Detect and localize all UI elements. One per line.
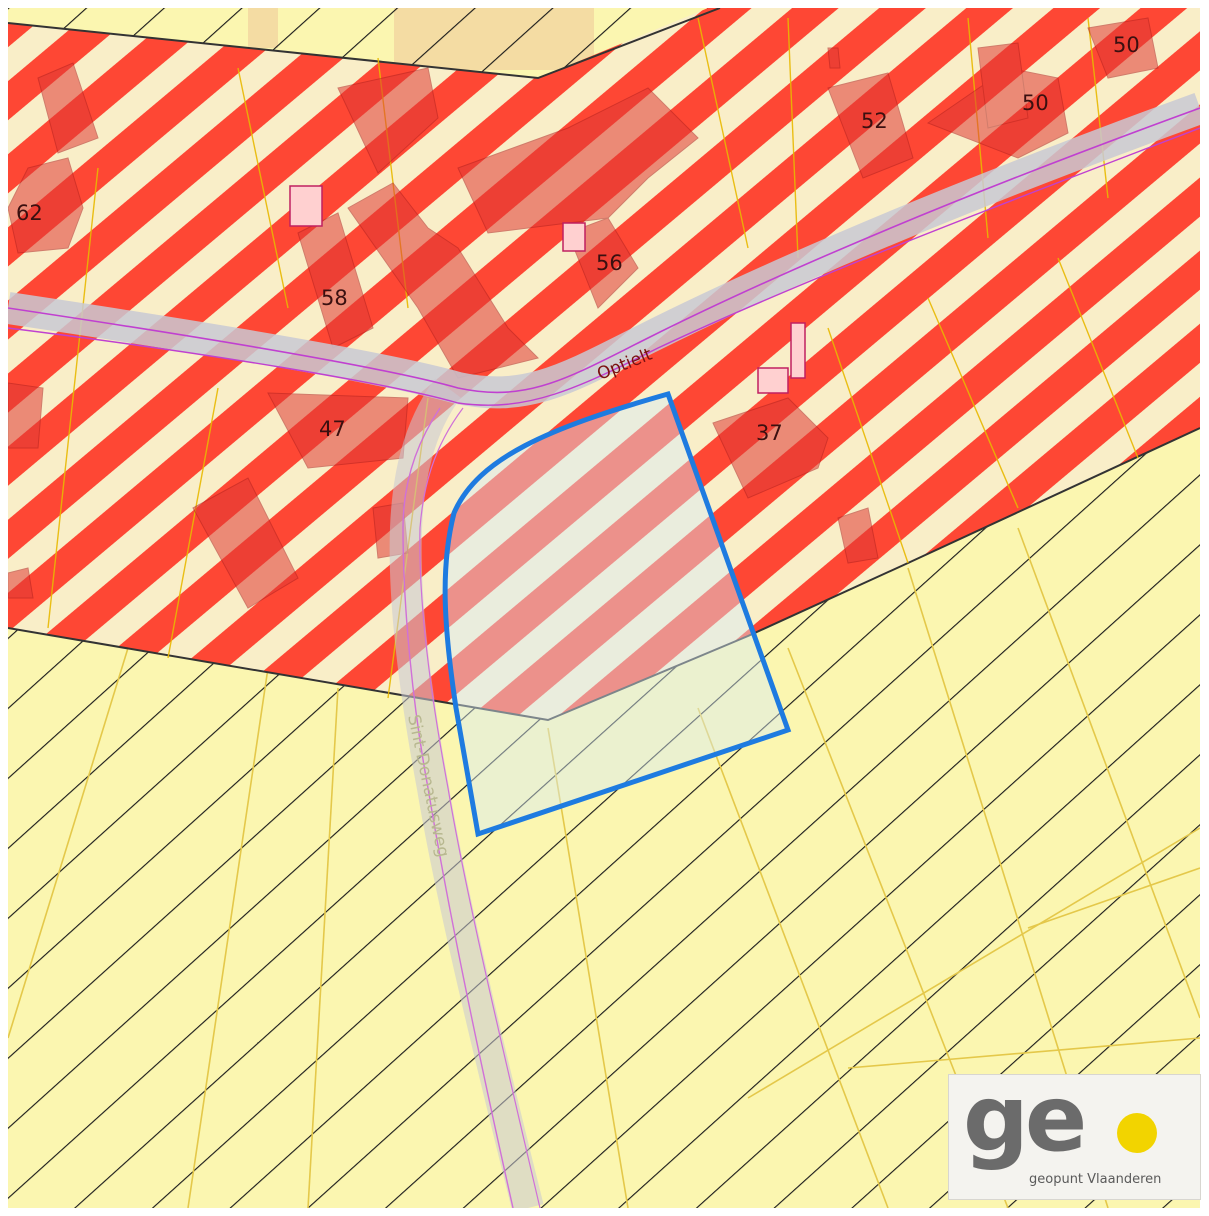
house-number-62: 62 (16, 201, 43, 225)
annex-buildings (289, 185, 806, 394)
map-view[interactable]: 62 58 56 52 50 50 47 37 Optielt Sint-Don… (8, 8, 1200, 1208)
house-number-52: 52 (861, 109, 888, 133)
selected-parcel-outline[interactable] (442, 390, 792, 838)
house-number-47: 47 (319, 417, 346, 441)
buildings (8, 17, 1159, 609)
logo-dot-icon (1117, 1113, 1157, 1153)
zone-border (8, 427, 1200, 722)
house-number-58: 58 (321, 286, 348, 310)
house-number-56: 56 (596, 251, 623, 275)
logo-subtitle: geopunt Vlaanderen (1029, 1172, 1162, 1187)
house-number-50: 50 (1113, 33, 1140, 57)
road-network (8, 92, 1200, 1208)
house-number-50: 50 (1022, 91, 1049, 115)
house-number-37: 37 (756, 421, 783, 445)
logo-wordmark: ge (963, 1065, 1087, 1172)
parcel-lines (8, 527, 1200, 1208)
geopunt-logo: ge geopunt Vlaanderen (948, 1065, 1201, 1200)
zone-border (8, 8, 721, 80)
map-canvas[interactable]: 62 58 56 52 50 50 47 37 Optielt Sint-Don… (8, 8, 1200, 1208)
